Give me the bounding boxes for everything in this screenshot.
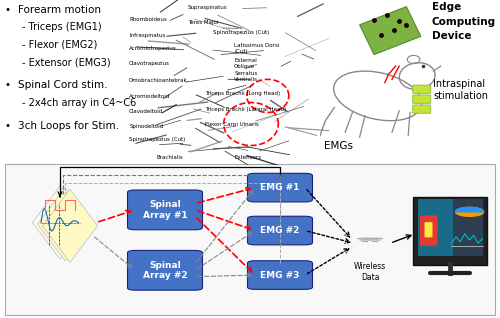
Text: Triceps Brachii (Lateral Head): Triceps Brachii (Lateral Head) (205, 107, 286, 113)
Text: Spinal
Array #2: Spinal Array #2 (142, 260, 188, 280)
Text: - Extensor (EMG3): - Extensor (EMG3) (22, 57, 111, 67)
Text: Edge: Edge (432, 2, 461, 12)
Text: - Triceps (EMG1): - Triceps (EMG1) (22, 22, 102, 32)
FancyBboxPatch shape (412, 105, 430, 113)
Polygon shape (456, 207, 483, 216)
FancyBboxPatch shape (128, 190, 202, 230)
Text: Wireless
Data: Wireless Data (354, 262, 386, 282)
Polygon shape (42, 189, 98, 262)
Text: Intraspinal
stimulation: Intraspinal stimulation (434, 80, 488, 101)
Text: Latissimus Dorsi
(Cut): Latissimus Dorsi (Cut) (234, 43, 280, 54)
Text: EMG #3: EMG #3 (260, 271, 300, 280)
Text: - Flexor (EMG2): - Flexor (EMG2) (22, 40, 98, 50)
FancyBboxPatch shape (248, 261, 312, 289)
FancyBboxPatch shape (412, 95, 430, 103)
Text: External
Oblique: External Oblique (234, 58, 257, 69)
Polygon shape (360, 7, 421, 55)
Text: •: • (4, 80, 10, 91)
Text: Serratus
Ventralis: Serratus Ventralis (234, 71, 258, 82)
Text: Rhomboideus: Rhomboideus (129, 17, 167, 22)
Text: EMGs: EMGs (324, 141, 352, 150)
FancyBboxPatch shape (418, 199, 453, 256)
Text: Clavotrapezius: Clavotrapezius (129, 61, 170, 66)
Text: Spinodeltoid: Spinodeltoid (129, 124, 164, 129)
Text: - 2x4ch array in C4~C6: - 2x4ch array in C4~C6 (22, 98, 137, 108)
Text: Triceps Brachii (Long Head): Triceps Brachii (Long Head) (205, 91, 280, 96)
Text: Teres Major: Teres Major (188, 20, 219, 25)
Text: EMG #1: EMG #1 (260, 183, 300, 192)
FancyBboxPatch shape (418, 199, 482, 256)
Text: •: • (4, 121, 10, 131)
Text: 3ch Loops for Stim.: 3ch Loops for Stim. (18, 121, 118, 131)
Text: Device: Device (432, 31, 471, 41)
Text: EMG #2: EMG #2 (260, 226, 300, 235)
FancyBboxPatch shape (128, 251, 202, 290)
Text: Flexor Carpi Ulnaris: Flexor Carpi Ulnaris (205, 122, 258, 128)
FancyBboxPatch shape (424, 222, 432, 237)
FancyBboxPatch shape (248, 216, 312, 245)
Text: Extensors: Extensors (234, 156, 261, 161)
Text: Clavodeltoid: Clavodeltoid (129, 109, 164, 114)
FancyBboxPatch shape (5, 164, 495, 315)
Text: Spinotrapezius (Cut): Spinotrapezius (Cut) (129, 137, 186, 142)
Text: Acromiotropezius: Acromiotropezius (129, 46, 177, 51)
Text: Infraspinatus: Infraspinatus (129, 33, 166, 38)
Text: •: • (4, 5, 10, 15)
Text: Omobrachioantebrak.: Omobrachioantebrak. (129, 78, 190, 83)
FancyBboxPatch shape (412, 85, 430, 93)
Polygon shape (38, 188, 92, 261)
Text: Brachialis: Brachialis (156, 156, 183, 161)
Text: Spinotrapezius (Cut): Spinotrapezius (Cut) (213, 30, 270, 35)
Polygon shape (32, 186, 88, 259)
Text: Spinal
Array #1: Spinal Array #1 (142, 200, 188, 220)
Text: Forearm motion: Forearm motion (18, 5, 100, 15)
Polygon shape (456, 207, 483, 212)
FancyBboxPatch shape (413, 197, 487, 265)
Text: Computing: Computing (432, 17, 496, 26)
Text: Supraspinatus: Supraspinatus (188, 5, 228, 10)
FancyBboxPatch shape (420, 216, 438, 245)
Text: Acromiodeltoid: Acromiodeltoid (129, 94, 170, 99)
FancyBboxPatch shape (248, 173, 312, 202)
Text: Spinal Cord stim.: Spinal Cord stim. (18, 80, 107, 91)
